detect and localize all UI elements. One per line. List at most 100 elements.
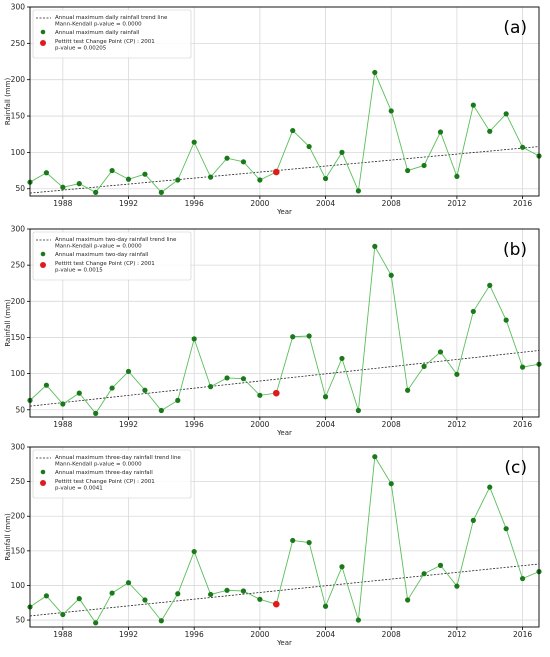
y-axis-label: Rainfall (mm) [4, 299, 12, 347]
x-axis-label: Year [276, 639, 292, 647]
data-point [257, 177, 263, 183]
y-axis-label: Rainfall (mm) [4, 78, 12, 126]
data-point [43, 593, 50, 599]
data-point [487, 484, 493, 490]
data-point [355, 617, 361, 623]
legend-series-swatch [40, 29, 46, 35]
legend-entry-change-point: Pettitt test Change Point (CP) : 2001 [55, 39, 155, 45]
x-tick-label: 1988 [53, 420, 72, 429]
y-tick-label: 100 [11, 581, 26, 590]
change-point-marker [272, 600, 280, 608]
data-point [224, 375, 230, 381]
data-point [454, 583, 460, 589]
x-tick-label: 1992 [119, 630, 138, 639]
x-tick-label: 2016 [513, 420, 532, 429]
legend-series-swatch [40, 251, 46, 257]
data-point [224, 587, 230, 593]
data-point [339, 149, 345, 155]
x-tick-label: 1988 [53, 630, 72, 639]
data-point [257, 596, 263, 602]
data-point [454, 371, 460, 377]
data-point [43, 170, 50, 176]
x-tick-label: 2012 [447, 420, 466, 429]
data-point [372, 243, 378, 249]
trend-line [29, 350, 540, 407]
data-point [109, 590, 115, 596]
legend-entry-change-point: Pettitt test Change Point (CP) : 2001 [55, 261, 155, 267]
data-point [158, 189, 164, 195]
data-point [191, 548, 197, 555]
chart-panel-2: 1988 1992 1996 2000 2004 2008 2012 2016 50 100 150… [4, 225, 542, 437]
y-tick-label: 300 [11, 3, 26, 12]
data-point [421, 363, 427, 369]
data-point [503, 111, 509, 117]
data-point [60, 184, 66, 190]
data-point [470, 517, 476, 523]
data-point [109, 167, 115, 174]
y-tick-label: 250 [11, 261, 26, 270]
y-tick-label: 50 [15, 184, 25, 193]
data-point [355, 407, 361, 414]
data-point [93, 620, 99, 626]
data-point [388, 108, 394, 114]
x-axis-label: Year [276, 429, 292, 437]
data-point [421, 162, 427, 169]
change-point-marker [272, 168, 280, 176]
data-point [43, 382, 50, 388]
x-tick-label: 1992 [119, 199, 138, 208]
legend: Annual maximum two-day rainfall trend li… [32, 231, 192, 281]
x-tick-label: 2016 [513, 199, 532, 208]
legend-change-point-swatch [40, 40, 46, 46]
series-line [29, 455, 540, 624]
legend-box [32, 449, 192, 499]
legend-entry-series: Annual maximum two-day rainfall [55, 252, 149, 258]
data-point [158, 407, 164, 414]
data-point [519, 364, 526, 370]
legend-entry-series: Annual maximum daily rainfall [55, 30, 140, 36]
data-point [224, 155, 230, 161]
data-point [175, 591, 181, 597]
data-point [290, 127, 296, 134]
legend: Annual maximum three-day rainfall trend … [32, 449, 192, 499]
panel-label: (b) [503, 240, 527, 260]
data-point [470, 308, 476, 315]
x-tick-label: 2000 [250, 630, 269, 639]
y-tick-label: 100 [11, 369, 26, 378]
data-point [437, 129, 444, 135]
x-tick-label: 1988 [53, 199, 72, 208]
y-tick-label: 50 [15, 616, 25, 625]
change-point-marker [272, 389, 280, 397]
trend-line [29, 146, 540, 194]
data-point [372, 454, 378, 460]
legend-series-swatch [40, 469, 46, 475]
x-tick-label: 2004 [316, 420, 335, 429]
plot-frame [29, 446, 540, 628]
legend-entry-change-point-pvalue: p-value = 0.0041 [55, 486, 103, 492]
y-tick-label: 300 [11, 225, 26, 234]
data-point [306, 333, 312, 339]
data-point [93, 189, 99, 195]
x-tick-label: 2000 [250, 199, 269, 208]
data-point [93, 410, 99, 416]
legend-box [32, 231, 192, 281]
legend-entry-trend: Annual maximum daily rainfall trend line [55, 15, 168, 21]
x-tick-label: 1996 [185, 630, 204, 639]
legend-entry-series: Annual maximum three-day rainfall [55, 470, 153, 476]
data-point [470, 102, 476, 108]
legend-box [32, 9, 192, 59]
x-axis-label: Year [276, 208, 292, 216]
legend-change-point-swatch [40, 480, 46, 486]
data-point [191, 139, 197, 145]
data-point [454, 173, 460, 179]
y-tick-label: 50 [15, 405, 25, 414]
x-tick-label: 1996 [185, 199, 204, 208]
x-tick-label: 1992 [119, 420, 138, 429]
y-tick-label: 150 [11, 546, 26, 555]
series-line [29, 70, 540, 193]
series-line [29, 244, 540, 415]
legend-entry-change-point-pvalue: p-value = 0.00205 [55, 46, 107, 52]
data-point [60, 401, 66, 407]
data-point [240, 159, 247, 165]
data-point [290, 537, 296, 544]
